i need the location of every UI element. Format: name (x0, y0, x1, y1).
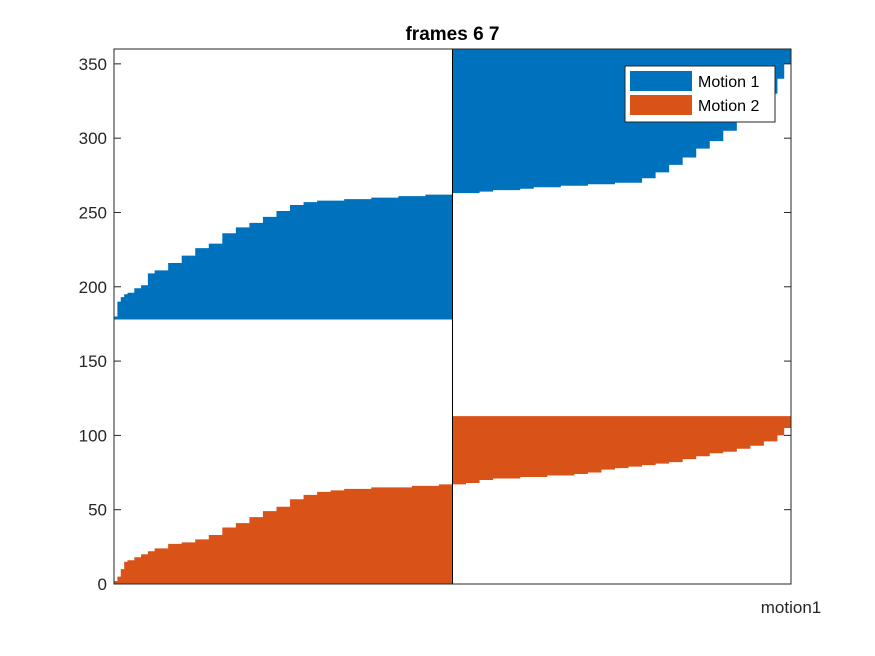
y-axis-ticks: 0 50 100 150 200 250 300 350 (79, 55, 791, 594)
x-axis-label: motion1 (761, 598, 821, 617)
y-tick-label-350: 350 (79, 55, 107, 74)
y-tick-label-250: 250 (79, 203, 107, 222)
series-2-area-2 (452, 416, 791, 485)
series-2-area-1 (114, 484, 453, 584)
y-tick-label-0: 0 (98, 575, 107, 594)
series-layer (114, 49, 791, 584)
legend-label-1: Motion 1 (698, 74, 759, 91)
legend: Motion 1 Motion 2 (624, 65, 776, 123)
y-tick-label-150: 150 (79, 352, 107, 371)
chart-title: frames 6 7 (405, 24, 499, 45)
y-tick-label-200: 200 (79, 278, 107, 297)
y-tick-label-50: 50 (88, 501, 107, 520)
y-tick-label-100: 100 (79, 426, 107, 445)
series-1-area-1 (114, 193, 453, 320)
legend-label-2: Motion 2 (698, 98, 759, 115)
legend-swatch-2 (630, 95, 692, 115)
y-tick-label-300: 300 (79, 129, 107, 148)
legend-swatch-1 (630, 71, 692, 91)
axes-box (113, 48, 792, 585)
